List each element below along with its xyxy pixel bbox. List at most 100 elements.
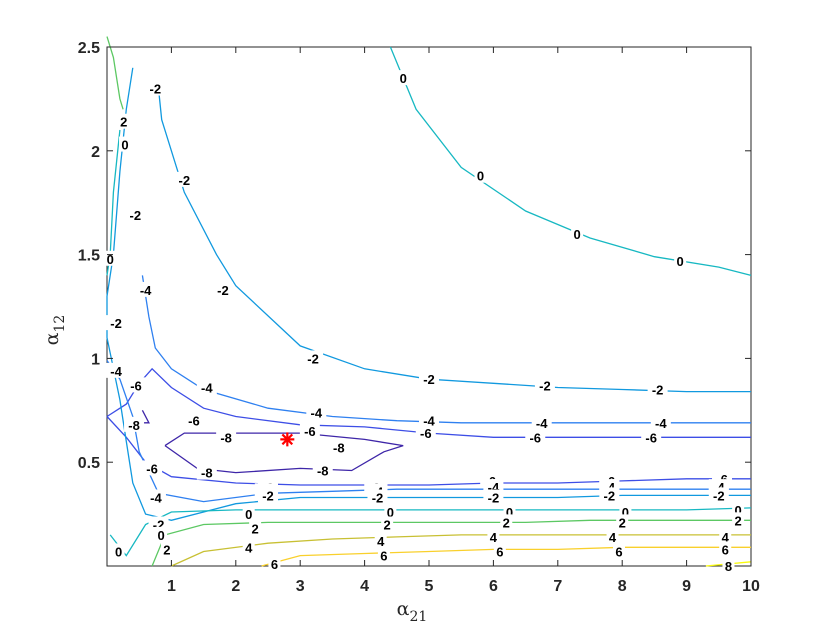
contour-label: -2 (212, 281, 233, 298)
contour-label-bg (415, 425, 436, 441)
contour-label: 6 (377, 547, 390, 564)
contour-label-bg (571, 225, 584, 241)
contour-label-bg (242, 506, 255, 522)
contour-label: 0 (474, 167, 487, 184)
contour-label: 8 (722, 558, 735, 574)
contour-label: -4 (106, 362, 127, 379)
x-axis-label: α21 (397, 598, 428, 625)
contour-label-bg (160, 541, 173, 557)
contour-label-bg (534, 377, 555, 393)
contour-label-bg (306, 404, 327, 420)
contour-label-text: -4 (311, 405, 323, 420)
contour-label-text: -8 (333, 441, 345, 456)
contour-label: -6 (142, 460, 163, 476)
contour-label: -8 (328, 439, 349, 456)
contour-label: -6 (125, 377, 146, 393)
contour-label: -8 (216, 429, 237, 445)
contour-label-bg (722, 558, 735, 573)
contour-labels: -8-8-8-8-8-6-6-6-6-6-6-6-6-6-6-6-6-4-4-4… (104, 70, 745, 574)
contour-label-bg (112, 543, 125, 559)
x-tick-label: 6 (489, 578, 498, 595)
contour-label-bg (419, 412, 439, 428)
contour-label-text: -2 (217, 283, 229, 298)
contour-label-bg (242, 539, 255, 555)
y-tick-label: 2.5 (78, 40, 100, 57)
contour-label-text: 0 (387, 505, 394, 520)
contour-label-text: 6 (271, 557, 278, 572)
contour-label-bg (641, 429, 662, 445)
contour-label: -2 (174, 171, 195, 188)
contour-label-text: 6 (615, 544, 622, 559)
contour-label: -4 (306, 404, 327, 420)
contour-label: -2 (534, 377, 555, 393)
contour-label-text: -4 (140, 283, 152, 298)
x-axis-label-symbol: α (397, 598, 410, 620)
contour-label: 6 (493, 543, 506, 559)
contour-label: -2 (708, 487, 729, 503)
contour-label-text: 2 (252, 522, 259, 537)
contour-label-bg (419, 371, 439, 387)
contour-label-text: 4 (245, 540, 253, 555)
contour-label-bg (258, 487, 278, 503)
contour-label-text: -2 (153, 517, 165, 532)
contour-label-text: -2 (262, 488, 274, 503)
x-axis-ticks: 1 2 3 4 5 6 7 8 9 10 (167, 47, 760, 595)
contour-label-text: 0 (121, 138, 128, 153)
contour-label-text: -6 (304, 424, 316, 439)
contour-label: 4 (606, 528, 619, 545)
contour-line-4 (171, 534, 751, 567)
contour-label: -2 (303, 350, 324, 366)
contour-label-bg (708, 487, 729, 503)
contour-label-bg (525, 429, 546, 445)
y-axis-ticks: 0.5 1 1.5 2 2.5 (78, 40, 751, 472)
contour-label-text: 4 (722, 530, 730, 545)
minimum-marker (280, 432, 295, 447)
contour-label-bg (374, 533, 387, 549)
contour-label: -6 (183, 412, 204, 429)
y-tick-label: 2 (91, 144, 100, 161)
x-tick-label: 9 (682, 578, 691, 595)
y-axis-label-subscript: 12 (52, 315, 68, 333)
contour-label-bg (196, 379, 217, 395)
contour-label-text: 0 (622, 505, 629, 520)
contour-label-bg (268, 555, 281, 571)
contour-label-text: 0 (677, 254, 684, 269)
contour-label-text: -6 (188, 414, 200, 429)
contour-label: -2 (145, 80, 166, 97)
contour-label-bg (531, 414, 552, 430)
y-tick-label: 1 (91, 351, 100, 368)
contour-label-text: 0 (477, 169, 484, 184)
contour-label: -2 (125, 207, 146, 223)
contour-label-bg (212, 281, 233, 297)
contour-label-bg (124, 416, 145, 432)
x-tick-label: 10 (742, 578, 760, 595)
contour-label: -4 (650, 414, 671, 431)
y-tick-label: 0.5 (78, 455, 100, 472)
contour-label-bg (650, 414, 671, 430)
contour-label-bg (135, 281, 156, 297)
contour-label: 0 (104, 250, 117, 267)
contour-label-bg (487, 528, 500, 544)
contour-label-bg (397, 70, 410, 86)
contour-label-bg (483, 489, 504, 505)
y-axis-label-symbol: α (41, 332, 63, 345)
contour-label-text: 2 (120, 115, 127, 130)
contour-label-bg (183, 412, 204, 428)
contour-label: -6 (415, 425, 436, 441)
contour-label-text: -4 (150, 490, 162, 505)
contour-label: 2 (117, 113, 130, 130)
contour-label-text: 2 (163, 542, 170, 557)
contour-label-text: 2 (735, 513, 742, 528)
contour-label-text: -8 (317, 464, 329, 479)
contour-label-text: -2 (372, 490, 384, 505)
y-axis-label: α12 (41, 315, 68, 346)
contour-label: -6 (641, 429, 662, 445)
contour-label-bg (196, 464, 217, 480)
contour-label-bg (612, 543, 625, 559)
contour-label: -6 (299, 423, 320, 439)
contour-label-text: 4 (490, 530, 498, 545)
contour-label-bg (719, 541, 732, 557)
contour-label-text: -4 (536, 416, 548, 431)
contour-label: 0 (674, 252, 687, 269)
